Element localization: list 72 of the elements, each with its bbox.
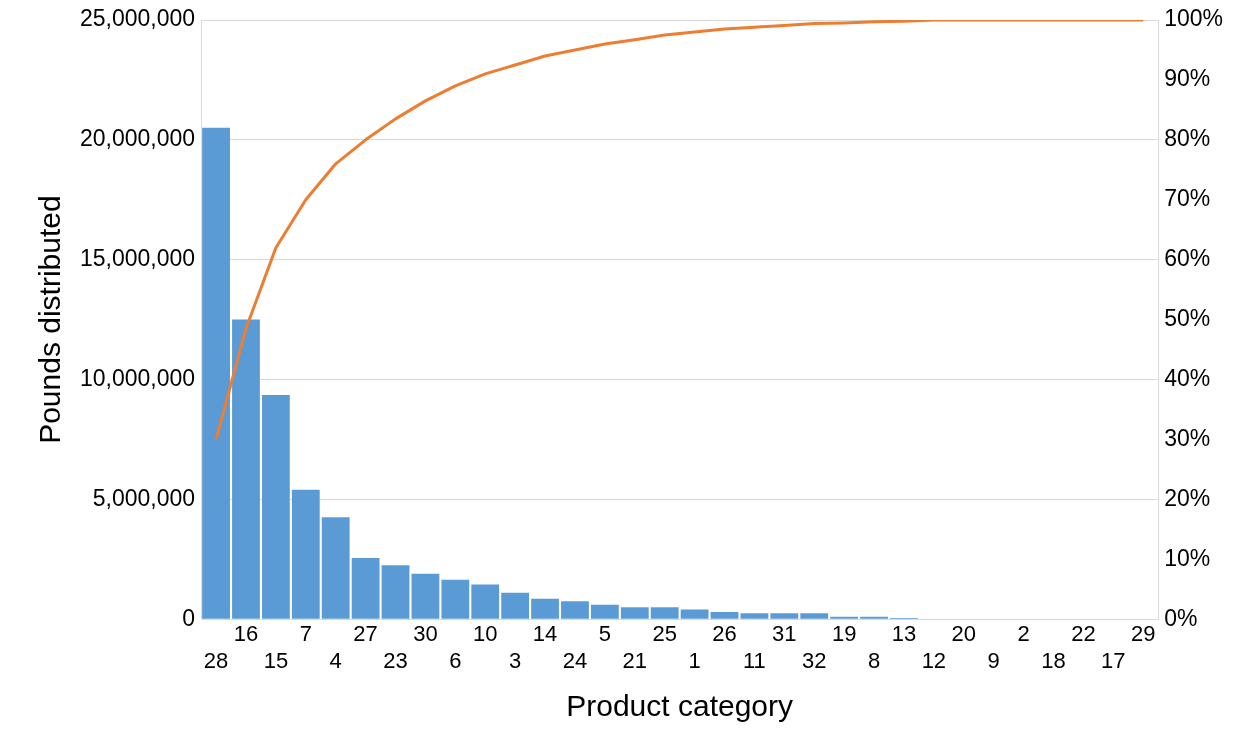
bar xyxy=(710,612,739,619)
x-axis-title: Product category xyxy=(566,689,794,723)
bar xyxy=(321,517,350,619)
x-tick-label: 8 xyxy=(867,647,881,673)
x-tick-label: 29 xyxy=(1130,621,1156,647)
x-tick-label: 21 xyxy=(622,647,648,673)
bar xyxy=(680,609,709,619)
y2-tick-label: 30% xyxy=(1164,424,1211,451)
x-tick-label: 19 xyxy=(831,621,857,647)
x-tick-label: 23 xyxy=(383,647,408,673)
x-tick-label: 24 xyxy=(562,647,588,673)
x-tick-label: 7 xyxy=(299,621,312,647)
bar xyxy=(770,613,799,619)
bar xyxy=(291,489,320,619)
x-tick-label: 26 xyxy=(712,621,737,647)
x-tick-label: 2 xyxy=(1017,621,1030,647)
y-tick-label: 0 xyxy=(182,604,196,631)
x-tick-label: 15 xyxy=(263,647,289,673)
y-axis-title: Pounds distributed xyxy=(33,195,67,444)
y2-tick-label: 60% xyxy=(1164,245,1211,272)
bar xyxy=(590,604,619,619)
x-tick-label: 25 xyxy=(652,621,677,647)
y-tick-label: 10,000,000 xyxy=(79,364,196,391)
x-tick-label: 6 xyxy=(449,647,462,673)
y2-tick-label: 100% xyxy=(1164,5,1223,32)
y2-tick-label: 0% xyxy=(1164,604,1198,631)
y2-tick-label: 10% xyxy=(1164,544,1211,571)
x-tick-label: 1 xyxy=(688,647,701,673)
x-tick-label: 28 xyxy=(203,647,229,673)
y-tick-label: 15,000,000 xyxy=(79,245,196,272)
bar xyxy=(441,579,470,619)
x-tick-label: 32 xyxy=(801,647,827,673)
x-tick-label: 9 xyxy=(987,647,1000,673)
bar xyxy=(202,127,230,619)
x-tick-label: 11 xyxy=(742,647,766,673)
bar xyxy=(501,592,530,619)
x-tick-label: 4 xyxy=(329,647,342,673)
x-tick-label: 22 xyxy=(1071,621,1096,647)
y-tick-label: 25,000,000 xyxy=(79,5,196,32)
x-tick-label: 14 xyxy=(532,621,558,647)
bar xyxy=(650,607,679,619)
x-tick-label: 10 xyxy=(473,621,498,647)
y2-tick-label: 80% xyxy=(1164,125,1211,152)
y-tick-label: 5,000,000 xyxy=(92,484,196,511)
y2-tick-label: 20% xyxy=(1164,484,1211,511)
bar xyxy=(261,395,290,619)
bar xyxy=(740,613,769,619)
bar xyxy=(561,601,589,619)
y-tick-label: 20,000,000 xyxy=(79,125,196,152)
x-tick-label: 3 xyxy=(509,647,522,673)
x-tick-label: 16 xyxy=(233,621,259,647)
bar xyxy=(381,565,410,619)
x-tick-label: 27 xyxy=(353,621,378,647)
bar xyxy=(351,558,380,619)
bar xyxy=(531,598,559,619)
bar xyxy=(620,607,649,619)
x-tick-label: 13 xyxy=(891,621,917,647)
bar xyxy=(471,584,500,619)
x-tick-label: 5 xyxy=(598,621,611,647)
x-tick-label: 12 xyxy=(921,647,947,673)
bar xyxy=(232,319,260,619)
x-tick-label: 18 xyxy=(1041,647,1066,673)
bar xyxy=(800,613,829,619)
y2-tick-label: 50% xyxy=(1164,304,1211,331)
bar xyxy=(411,573,440,619)
y2-tick-label: 90% xyxy=(1164,65,1211,92)
x-tick-label: 17 xyxy=(1101,647,1126,673)
x-tick-label: 30 xyxy=(413,621,438,647)
y2-tick-label: 70% xyxy=(1164,185,1211,212)
y2-tick-label: 40% xyxy=(1164,364,1211,391)
x-tick-label: 20 xyxy=(951,621,977,647)
x-tick-label: 31 xyxy=(772,621,797,647)
